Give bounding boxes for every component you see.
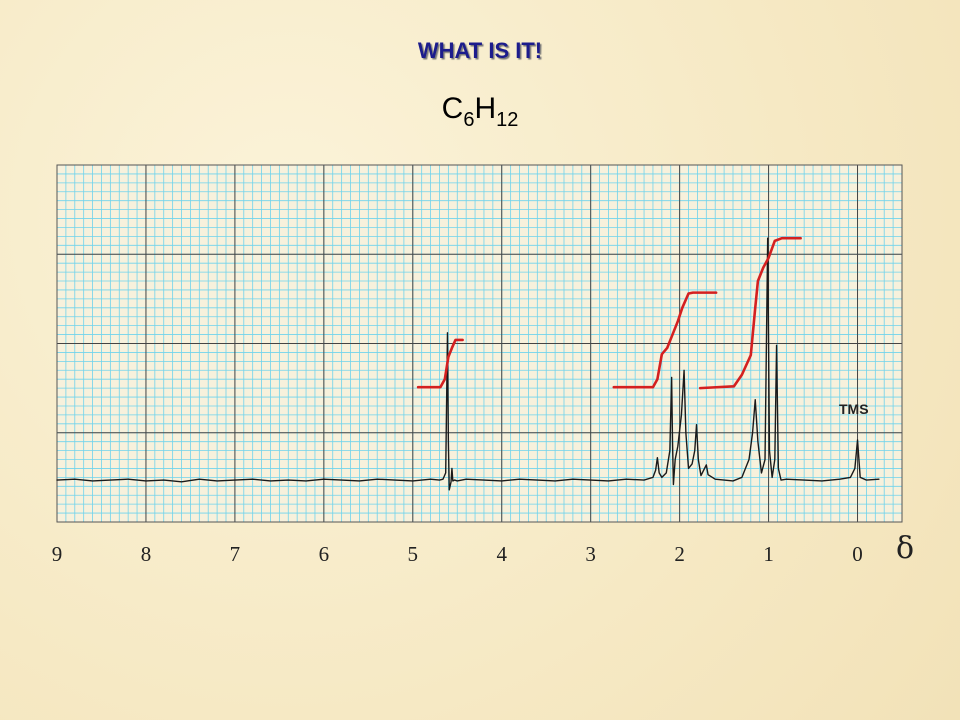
- formula-sub: 12: [496, 109, 518, 131]
- plot: 9 8 7 6 5 4 3 2 1 0: [52, 164, 903, 566]
- x-tick-label: 1: [763, 542, 774, 566]
- integration-curve: [612, 291, 718, 389]
- formula: C6H12: [442, 92, 519, 131]
- annotation: TMS: [839, 401, 869, 417]
- spectrum-line: [56, 237, 880, 491]
- x-tick-label: 7: [230, 542, 241, 566]
- x-axis-label: δ: [896, 531, 914, 566]
- formula-part: H: [474, 92, 496, 125]
- x-tick-label: 4: [496, 542, 507, 566]
- formula-sub: 6: [463, 109, 474, 131]
- title: WHAT IS IT!: [418, 38, 542, 63]
- plot-border: [56, 164, 903, 523]
- integration-curve: [416, 338, 464, 389]
- x-tick-label: 8: [141, 542, 152, 566]
- x-tick-label: 9: [52, 542, 63, 566]
- integration-curve: [698, 236, 802, 390]
- formula-part: C: [442, 92, 464, 125]
- x-tick-label: 2: [674, 542, 685, 566]
- x-tick-label: 6: [319, 542, 330, 566]
- x-tick-label: 3: [585, 542, 596, 566]
- x-tick-label: 0: [852, 542, 863, 566]
- x-tick-label: 5: [408, 542, 419, 566]
